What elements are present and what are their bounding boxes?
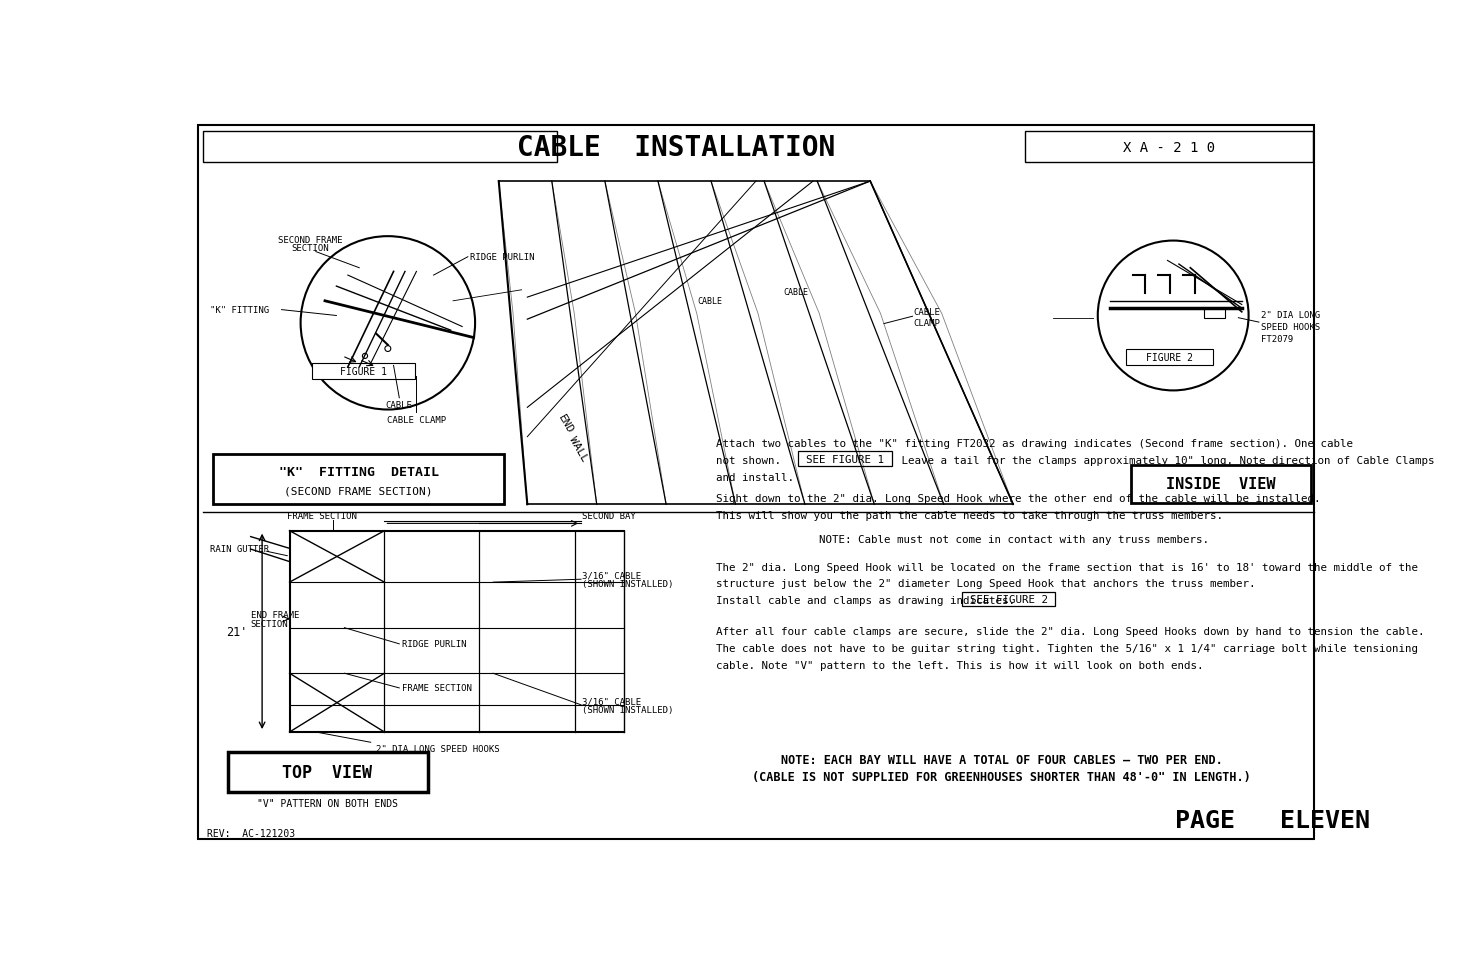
Bar <box>212 455 504 505</box>
Text: CABLE: CABLE <box>783 288 808 296</box>
Bar <box>1127 349 1212 365</box>
Text: 2" DIA LONG SPEED HOOKS: 2" DIA LONG SPEED HOOKS <box>376 744 500 753</box>
Bar <box>962 592 1056 607</box>
Text: FRAME SECTION: FRAME SECTION <box>401 683 472 693</box>
Bar <box>313 364 416 380</box>
Text: "V" PATTERN ON BOTH ENDS: "V" PATTERN ON BOTH ENDS <box>257 798 398 808</box>
Text: NOTE: Cable must not come in contact with any truss members.: NOTE: Cable must not come in contact wit… <box>819 534 1210 544</box>
Text: FIGURE 1: FIGURE 1 <box>341 367 388 377</box>
Text: RIDGE PURLIN: RIDGE PURLIN <box>401 639 466 649</box>
Text: END FRAME: END FRAME <box>251 610 299 619</box>
Text: and install.: and install. <box>715 473 794 482</box>
Text: Attach two cables to the "K" fitting FT2032 as drawing indicates (Second frame s: Attach two cables to the "K" fitting FT2… <box>715 438 1353 449</box>
Bar <box>227 752 428 792</box>
Text: RIDGE PURLIN: RIDGE PURLIN <box>471 253 534 262</box>
Text: 2" DIA LONG
SPEED HOOKS
FT2079: 2" DIA LONG SPEED HOOKS FT2079 <box>1261 311 1320 343</box>
Bar <box>798 452 892 467</box>
Text: END: END <box>556 413 574 436</box>
Text: REV:  AC-121203: REV: AC-121203 <box>207 828 295 839</box>
Text: This will show you the path the cable needs to take through the truss members.: This will show you the path the cable ne… <box>715 511 1223 520</box>
Text: CABLE: CABLE <box>386 400 413 410</box>
Text: (SECOND FRAME SECTION): (SECOND FRAME SECTION) <box>285 486 434 496</box>
Bar <box>1025 132 1313 163</box>
Text: 3/16" CABLE: 3/16" CABLE <box>583 571 642 579</box>
Text: 21': 21' <box>226 625 248 639</box>
Text: FIGURE 2: FIGURE 2 <box>1146 353 1193 362</box>
Text: The cable does not have to be guitar string tight. Tighten the 5/16" x 1 1/4" ca: The cable does not have to be guitar str… <box>715 643 1417 654</box>
Text: (CABLE IS NOT SUPPLIED FOR GREENHOUSES SHORTER THAN 48'-0" IN LENGTH.): (CABLE IS NOT SUPPLIED FOR GREENHOUSES S… <box>752 770 1251 782</box>
Text: NOTE: EACH BAY WILL HAVE A TOTAL OF FOUR CABLES – TWO PER END.: NOTE: EACH BAY WILL HAVE A TOTAL OF FOUR… <box>780 754 1223 766</box>
Text: After all four cable clamps are secure, slide the 2" dia. Long Speed Hooks down : After all four cable clamps are secure, … <box>715 626 1425 637</box>
Text: SECOND BAY: SECOND BAY <box>583 511 636 520</box>
Text: "K"  FITTING  DETAIL: "K" FITTING DETAIL <box>279 466 438 478</box>
Text: Leave a tail for the clamps approximately 10" long. Note direction of Cable Clam: Leave a tail for the clamps approximatel… <box>895 456 1435 466</box>
Text: "K" FITTING: "K" FITTING <box>209 306 268 314</box>
Text: (SHOWN INSTALLED): (SHOWN INSTALLED) <box>583 579 674 589</box>
Text: RAIN GUTTER: RAIN GUTTER <box>209 544 268 554</box>
Text: Sight down to the 2" dia. Long Speed Hook where the other end of the cable will : Sight down to the 2" dia. Long Speed Hoo… <box>715 494 1320 504</box>
Text: CABLE  INSTALLATION: CABLE INSTALLATION <box>516 133 835 161</box>
Text: FRAME SECTION: FRAME SECTION <box>288 511 357 520</box>
Text: CABLE: CABLE <box>698 297 723 306</box>
Text: structure just below the 2" diameter Long Speed Hook that anchors the truss memb: structure just below the 2" diameter Lon… <box>715 578 1255 589</box>
Text: SEE FIGURE 1: SEE FIGURE 1 <box>807 455 884 464</box>
Bar <box>1204 309 1224 318</box>
Bar <box>1131 465 1311 503</box>
Text: (SHOWN INSTALLED): (SHOWN INSTALLED) <box>583 706 674 715</box>
Text: X A - 2 1 0: X A - 2 1 0 <box>1122 140 1215 154</box>
Text: CLAMP: CLAMP <box>913 318 941 327</box>
Text: SECTION: SECTION <box>251 619 288 628</box>
Text: SECTION: SECTION <box>291 243 329 253</box>
Text: Install cable and clamps as drawing indicates.: Install cable and clamps as drawing indi… <box>715 596 1021 606</box>
Text: CABLE CLAMP: CABLE CLAMP <box>386 416 445 424</box>
Text: TOP  VIEW: TOP VIEW <box>282 762 372 781</box>
Text: WALL: WALL <box>568 434 590 462</box>
Text: INSIDE  VIEW: INSIDE VIEW <box>1167 476 1276 492</box>
Text: SECOND FRAME: SECOND FRAME <box>277 235 342 244</box>
Text: PAGE   ELEVEN: PAGE ELEVEN <box>1176 808 1370 832</box>
Text: 3/16" CABLE: 3/16" CABLE <box>583 697 642 706</box>
Bar <box>202 132 558 163</box>
Text: cable. Note "V" pattern to the left. This is how it will look on both ends.: cable. Note "V" pattern to the left. Thi… <box>715 660 1204 670</box>
Text: not shown.: not shown. <box>715 456 780 466</box>
Text: The 2" dia. Long Speed Hook will be located on the frame section that is 16' to : The 2" dia. Long Speed Hook will be loca… <box>715 562 1417 572</box>
Text: CABLE: CABLE <box>913 308 941 317</box>
Text: SEE FIGURE 2: SEE FIGURE 2 <box>969 595 1047 604</box>
